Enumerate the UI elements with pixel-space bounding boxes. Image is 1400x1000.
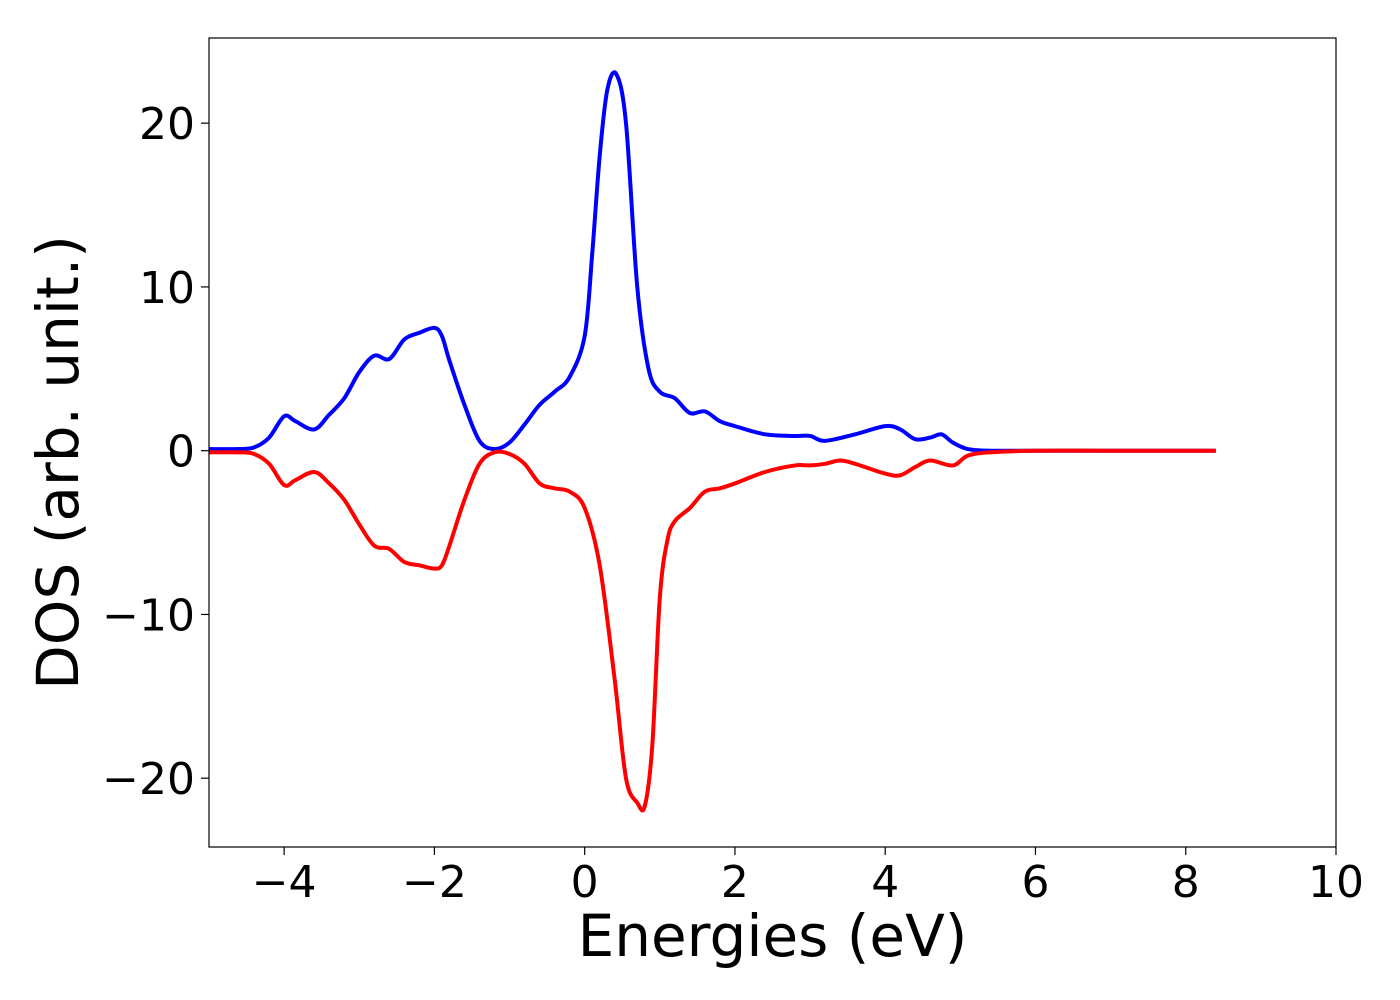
y-axis-ticks: −20 −10 0 10 20 xyxy=(102,99,209,805)
y-tick-label: 10 xyxy=(139,263,195,314)
y-axis-label: DOS (arb. unit.) xyxy=(24,235,92,690)
y-tick-label: −10 xyxy=(102,590,195,641)
x-tick-label: 0 xyxy=(571,857,599,908)
x-axis-label: Energies (eV) xyxy=(578,902,968,970)
y-tick-label: 0 xyxy=(167,427,195,478)
x-tick-label: 8 xyxy=(1172,857,1200,908)
plot-frame xyxy=(208,37,1337,848)
x-tick-label: −4 xyxy=(252,857,317,908)
x-tick-label: −2 xyxy=(402,857,467,908)
plot-area xyxy=(209,70,1216,813)
x-tick-label: 10 xyxy=(1308,857,1364,908)
y-tick-label: 20 xyxy=(139,99,195,150)
series-line-2 xyxy=(209,448,1216,813)
x-tick-label: 4 xyxy=(871,857,899,908)
x-tick-label: 6 xyxy=(1021,857,1049,908)
x-axis-ticks: −4 −2 0 2 4 6 8 10 xyxy=(252,847,1364,908)
x-tick-label: 2 xyxy=(721,857,749,908)
y-tick-label: −20 xyxy=(102,754,195,805)
series-line-1 xyxy=(209,70,1216,453)
